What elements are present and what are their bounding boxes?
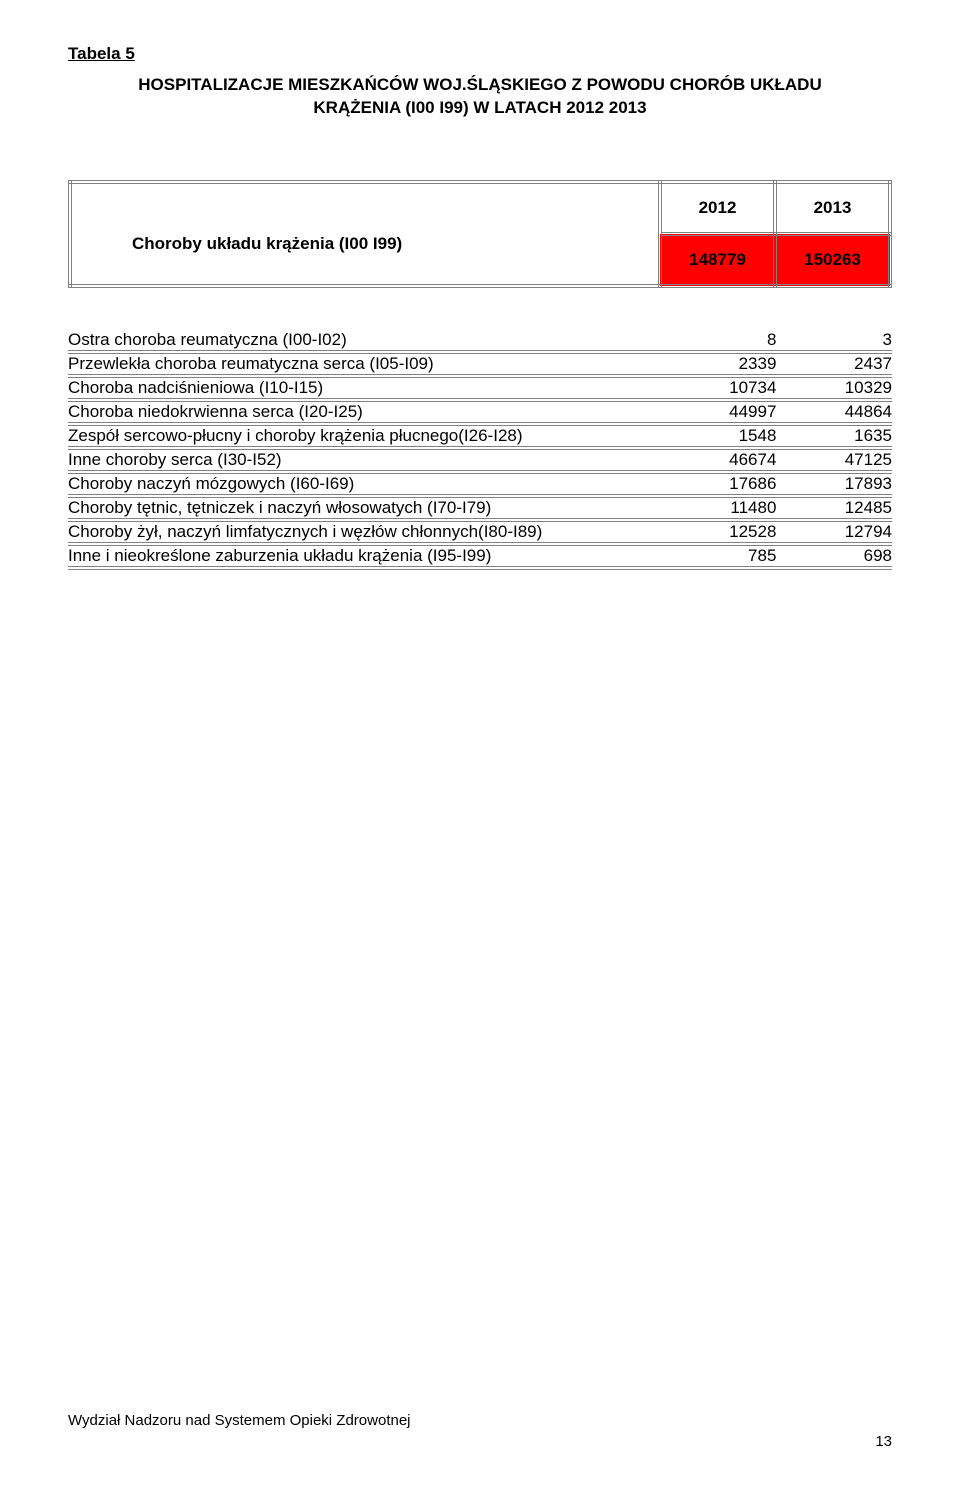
row-label: Ostra choroba reumatyczna (I00-I02) bbox=[68, 330, 661, 352]
row-value-2013: 44864 bbox=[776, 400, 892, 424]
page-container: Tabela 5 HOSPITALIZACJE MIESZKAŃCÓW WOJ.… bbox=[0, 0, 960, 1486]
header-year-2012: 2012 bbox=[660, 182, 775, 234]
header-row-years: Choroby układu krążenia (I00 I99) 2012 2… bbox=[70, 182, 890, 234]
row-value-2012: 17686 bbox=[661, 472, 777, 496]
table-row: Zespół sercowo-płucny i choroby krążenia… bbox=[68, 424, 892, 448]
table-row: Inne i nieokreślone zaburzenia układu kr… bbox=[68, 544, 892, 568]
row-value-2013: 1635 bbox=[776, 424, 892, 448]
header-year-2013: 2013 bbox=[775, 182, 890, 234]
table-row: Choroby naczyń mózgowych (I60-I69)176861… bbox=[68, 472, 892, 496]
footer-dept: Wydział Nadzoru nad Systemem Opieki Zdro… bbox=[68, 1412, 892, 1429]
footer-page-number: 13 bbox=[68, 1433, 892, 1450]
heading-line-1: HOSPITALIZACJE MIESZKAŃCÓW WOJ.ŚLĄSKIEGO… bbox=[138, 75, 821, 94]
row-label: Choroby tętnic, tętniczek i naczyń włoso… bbox=[68, 496, 661, 520]
row-value-2012: 12528 bbox=[661, 520, 777, 544]
row-value-2012: 1548 bbox=[661, 424, 777, 448]
row-value-2012: 11480 bbox=[661, 496, 777, 520]
table-row: Choroba nadciśnieniowa (I10-I15)10734103… bbox=[68, 376, 892, 400]
row-value-2012: 2339 bbox=[661, 352, 777, 376]
table-row: Ostra choroba reumatyczna (I00-I02)83 bbox=[68, 330, 892, 352]
header-row-label: Choroby układu krążenia (I00 I99) bbox=[70, 182, 660, 286]
row-value-2013: 12794 bbox=[776, 520, 892, 544]
row-value-2013: 10329 bbox=[776, 376, 892, 400]
row-label: Choroba niedokrwienna serca (I20-I25) bbox=[68, 400, 661, 424]
data-table: Ostra choroba reumatyczna (I00-I02)83Prz… bbox=[68, 330, 892, 570]
row-value-2012: 785 bbox=[661, 544, 777, 568]
header-total-2013: 150263 bbox=[775, 234, 890, 286]
row-value-2012: 44997 bbox=[661, 400, 777, 424]
row-value-2013: 3 bbox=[776, 330, 892, 352]
row-value-2013: 12485 bbox=[776, 496, 892, 520]
table-row: Przewlekła choroba reumatyczna serca (I0… bbox=[68, 352, 892, 376]
header-total-2012: 148779 bbox=[660, 234, 775, 286]
row-value-2012: 46674 bbox=[661, 448, 777, 472]
row-value-2013: 17893 bbox=[776, 472, 892, 496]
row-label: Choroba nadciśnieniowa (I10-I15) bbox=[68, 376, 661, 400]
row-label: Przewlekła choroba reumatyczna serca (I0… bbox=[68, 352, 661, 376]
table-row: Inne choroby serca (I30-I52)4667447125 bbox=[68, 448, 892, 472]
page-title: HOSPITALIZACJE MIESZKAŃCÓW WOJ.ŚLĄSKIEGO… bbox=[100, 74, 860, 120]
row-value-2012: 8 bbox=[661, 330, 777, 352]
row-value-2013: 47125 bbox=[776, 448, 892, 472]
row-label: Inne choroby serca (I30-I52) bbox=[68, 448, 661, 472]
row-value-2013: 2437 bbox=[776, 352, 892, 376]
heading-line-2: KRĄŻENIA (I00 I99) W LATACH 2012 2013 bbox=[313, 98, 646, 117]
row-label: Inne i nieokreślone zaburzenia układu kr… bbox=[68, 544, 661, 568]
header-summary-table: Choroby układu krążenia (I00 I99) 2012 2… bbox=[68, 180, 892, 288]
row-value-2012: 10734 bbox=[661, 376, 777, 400]
row-label: Choroby żył, naczyń limfatycznych i węzł… bbox=[68, 520, 661, 544]
table-row: Choroby tętnic, tętniczek i naczyń włoso… bbox=[68, 496, 892, 520]
row-value-2013: 698 bbox=[776, 544, 892, 568]
page-footer: Wydział Nadzoru nad Systemem Opieki Zdro… bbox=[68, 1412, 892, 1450]
row-label: Zespół sercowo-płucny i choroby krążenia… bbox=[68, 424, 661, 448]
table-row: Choroba niedokrwienna serca (I20-I25)449… bbox=[68, 400, 892, 424]
row-label: Choroby naczyń mózgowych (I60-I69) bbox=[68, 472, 661, 496]
table-number: Tabela 5 bbox=[68, 44, 892, 64]
table-row: Choroby żył, naczyń limfatycznych i węzł… bbox=[68, 520, 892, 544]
